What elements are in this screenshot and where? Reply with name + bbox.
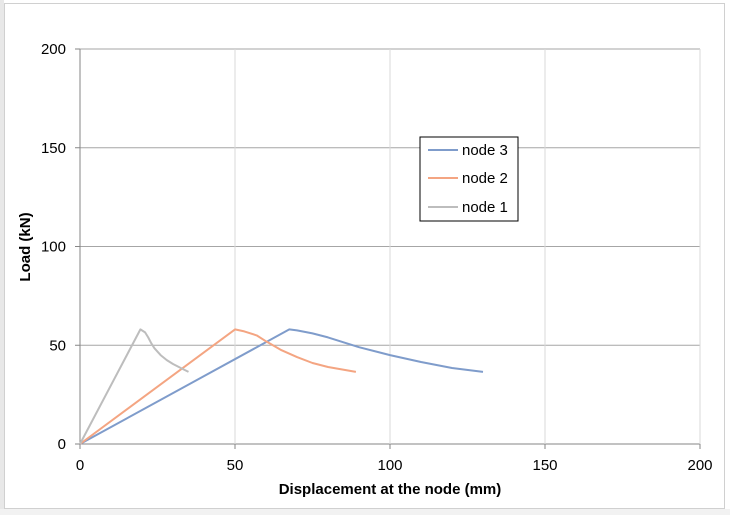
left-edge-strip [0, 0, 4, 515]
legend-label-node-2: node 2 [462, 170, 508, 187]
x-tick-label: 100 [377, 457, 402, 474]
legend-label-node-3: node 3 [462, 142, 508, 159]
legend-label-node-1: node 1 [462, 199, 508, 216]
bottom-edge-strip [0, 509, 730, 515]
x-tick-label: 150 [532, 457, 557, 474]
x-tick-label: 0 [76, 457, 84, 474]
y-tick-label: 100 [41, 239, 66, 256]
y-tick-label: 50 [49, 337, 66, 354]
tick-labels: 0 50 100 150 200 0 50 100 150 200 [41, 41, 713, 474]
legend: node 3 node 2 node 1 [419, 136, 519, 222]
series-line-node-1 [79, 328, 189, 445]
series-line-node-3 [79, 328, 484, 445]
chart-frame [4, 3, 725, 509]
grid-lines [75, 48, 701, 449]
x-tick-label: 50 [227, 457, 244, 474]
series-line-node-2 [79, 328, 357, 445]
y-tick-label: 0 [58, 436, 66, 453]
x-tick-label: 200 [687, 457, 712, 474]
y-tick-label: 150 [41, 140, 66, 157]
y-axis-title: Load (kN) [17, 212, 34, 281]
series-lines [79, 328, 484, 445]
y-tick-label: 200 [41, 41, 66, 58]
x-axis-title: Displacement at the node (mm) [279, 481, 502, 498]
